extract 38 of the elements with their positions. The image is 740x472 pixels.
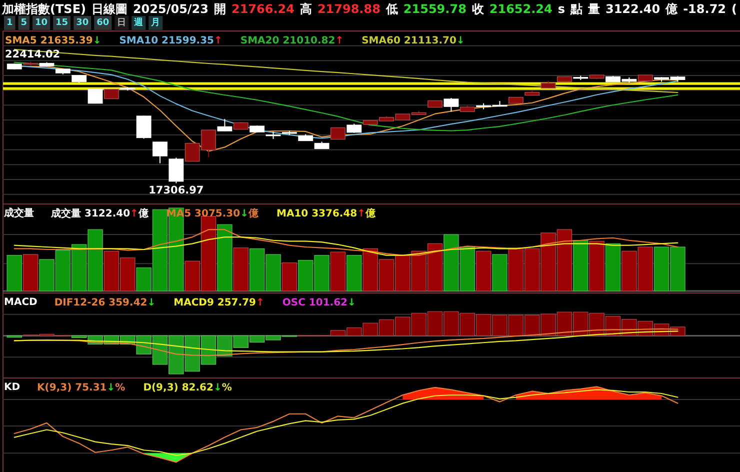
bar [589, 240, 604, 292]
text: SMA20 21010.82↑ [240, 35, 344, 46]
bar [476, 250, 492, 292]
bar [346, 254, 362, 292]
text: 1 5 10 15 30 60 日 週 月 [6, 18, 160, 28]
bar [573, 240, 588, 292]
chart-title: KD [4, 382, 20, 393]
text: MACD9 257.79↑ [174, 297, 264, 308]
chart-title: 成交量 [3, 207, 34, 219]
bar [233, 247, 249, 292]
candlestick [136, 115, 152, 140]
text: K(9,3) 75.31↓% [37, 382, 126, 393]
candlestick [168, 157, 184, 184]
bar [492, 254, 508, 292]
annotation: 17306.97 [148, 184, 204, 196]
text: MA10 3376.48↑億 [276, 207, 377, 219]
candlestick [88, 88, 103, 104]
text: SMA5 21635.39↓ [5, 35, 102, 46]
bar [217, 224, 232, 292]
candlestick [152, 141, 168, 164]
text: OSC 101.62↓ [282, 297, 356, 308]
chart-title: 加權指數(TSE) 日線圖 2025/05/23 開 21766.24 高 21798.88 低 21559.78 收 21652.24 s 點 量 3122.40 億 -18.72 ( [2, 2, 738, 16]
bar [22, 254, 38, 292]
candlestick [346, 123, 362, 134]
annotation: 22414.02 [5, 48, 60, 60]
text: SMA10 21599.35↑ [119, 35, 222, 46]
chart-subtitle: 成交量 3122.40↑億 [50, 207, 150, 219]
candlestick [444, 97, 459, 112]
candlestick [217, 118, 232, 132]
bar [605, 243, 621, 292]
text: DIF12-26 359.42↓ [54, 297, 156, 308]
candlestick [104, 88, 119, 100]
bar [282, 262, 298, 292]
chart-title: MACD [4, 297, 38, 308]
bar [330, 252, 346, 292]
text: D(9,3) 82.62↓% [143, 382, 232, 393]
text: SMA60 21113.70↓ [362, 35, 465, 46]
bar [6, 254, 22, 292]
